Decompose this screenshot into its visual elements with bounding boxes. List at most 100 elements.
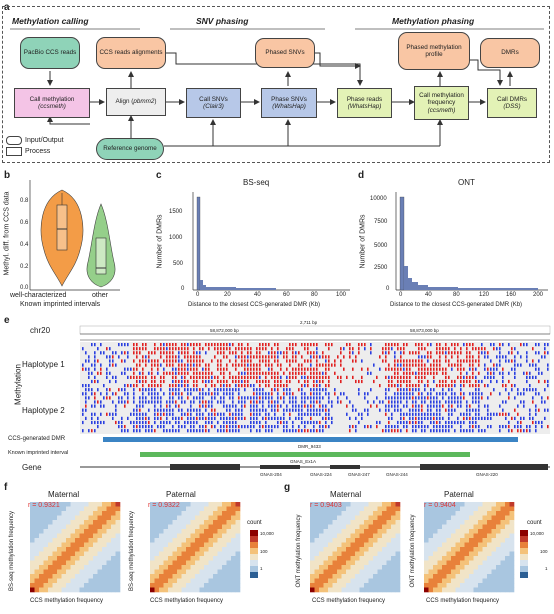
g-title-maternal: Maternal [330,490,362,499]
g-legend-tick: 10,000 [530,531,544,536]
g-r-maternal: r = 0.9403 [310,502,342,509]
e-track-gene: Gene [22,463,42,472]
e-hap1: Haplotype 1 [22,360,65,369]
c-ytick: 0 [181,286,185,292]
d-xtick: 160 [506,292,517,298]
node-phase-snvs: Phase SNVs (WhatsHap) [261,88,317,118]
e-chrom: chr20 [30,326,51,335]
b-ytick-0: 0.0 [20,285,29,291]
f-title-paternal: Paternal [166,490,196,499]
c-xtick: 80 [311,292,318,298]
g-legend-tick: 1 [545,566,548,571]
workflow-legend: Input/Output Process [6,136,82,162]
g-title-paternal: Paternal [444,490,474,499]
f-legend-tick: 10,000 [260,531,274,536]
node-phased-snvs: Phased SNVs [255,38,315,68]
b-ytick-1: 0.2 [20,264,29,270]
d-xtick: 200 [533,292,544,298]
node-pacbio-reads: PacBio CCS reads [20,37,80,69]
c-xtick: 0 [196,292,200,298]
c-xtick: 40 [254,292,261,298]
c-ytick: 1000 [169,235,183,241]
panel-a-label: a [4,2,10,13]
d-title: ONT [458,178,475,187]
e-coord2: 58,873,000 bp [410,328,439,333]
g-ylabel-1: ONT methylation frequency [296,514,302,588]
panel-f-label: f [4,482,8,493]
node-call-dmrs: Call DMRs (DSS) [487,88,537,118]
e-gene: GNAS-244 [386,472,408,477]
c-xtick: 60 [283,292,290,298]
f-r-maternal: r = 0.9321 [28,502,60,509]
g-ylabel-2: ONT methylation frequency [410,514,416,588]
section-methylation-phasing: Methylation phasing [392,16,475,26]
d-ytick: 7500 [374,219,388,225]
d-ytick: 10000 [370,196,387,202]
f-title-maternal: Maternal [48,490,80,499]
e-gene: GNAS-247 [348,472,370,477]
e-gene: GNAS-204 [260,472,282,477]
d-ytick: 0 [386,286,390,292]
node-align: Align (pbmm2) [106,88,166,116]
f-r-paternal: r = 0.9322 [148,502,180,509]
b-ytick-2: 0.4 [20,242,29,248]
node-reference-genome: Reference genome [96,138,164,160]
c-ytick: 1500 [169,209,183,215]
panel-g-label: g [284,482,291,493]
c-xlabel: Distance to the closest CCS-generated DM… [188,302,321,308]
d-xtick: 40 [425,292,432,298]
f-legend-title: count [247,520,262,526]
node-ccs-alignments: CCS reads alignments [96,37,166,69]
d-ytick: 2500 [374,265,388,271]
c-title: BS-seq [243,178,270,187]
e-dmr-name: DMR_9433 [298,444,321,449]
panel-c-label: c [156,170,162,181]
g-legend-tick: 100 [540,549,548,554]
b-ytick-3: 0.6 [20,220,29,226]
d-ytick: 5000 [374,243,388,249]
node-call-freq: Call methylation frequency (ccsmeth) [414,86,469,120]
g-legend-title: count [527,520,542,526]
c-ytick: 500 [173,261,184,267]
node-dmrs: DMRs [480,38,540,68]
g-xlabel-1: CCS methylation frequency [312,598,386,604]
b-cat-1: well-characterized [10,292,67,299]
node-phase-reads: Phase reads (WhatsHap) [337,88,392,118]
f-legend-tick: 100 [260,549,268,554]
d-xtick: 120 [479,292,490,298]
e-hap2: Haplotype 2 [22,406,65,415]
section-snv-phasing: SNV phasing [196,16,249,26]
e-scale: 2,711 bp [300,320,318,325]
b-xlabel: Known imprinted intervals [20,301,101,308]
d-xtick: 80 [453,292,460,298]
b-ytick-4: 0.8 [20,198,29,204]
f-xlabel-1: CCS methylation frequency [30,598,104,604]
g-r-paternal: r = 0.9404 [424,502,456,509]
d-xtick: 0 [399,292,403,298]
e-gene: GNAS-224 [310,472,332,477]
node-call-methylation: Call methylation (ccsmeth) [14,88,90,118]
e-known-name: GNAS_Ex1A [290,459,317,464]
d-xlabel: Distance to the closest CCS-generated DM… [390,302,523,308]
node-phased-profile: Phased methylation profile [398,32,470,70]
e-track-known: Known imprinted interval [8,450,69,456]
section-methylation-calling: Methylation calling [12,16,89,26]
e-coord1: 58,872,000 bp [210,328,239,333]
panel-b-label: b [4,170,11,181]
f-legend-tick: 1 [260,566,263,571]
workflow-frame [2,6,550,163]
c-xtick: 20 [224,292,231,298]
e-gene: GNAS-220 [476,472,498,477]
panel-e-label: e [4,315,10,326]
node-call-snvs: Call SNVs (Clair3) [186,88,241,118]
c-xtick: 100 [336,292,347,298]
